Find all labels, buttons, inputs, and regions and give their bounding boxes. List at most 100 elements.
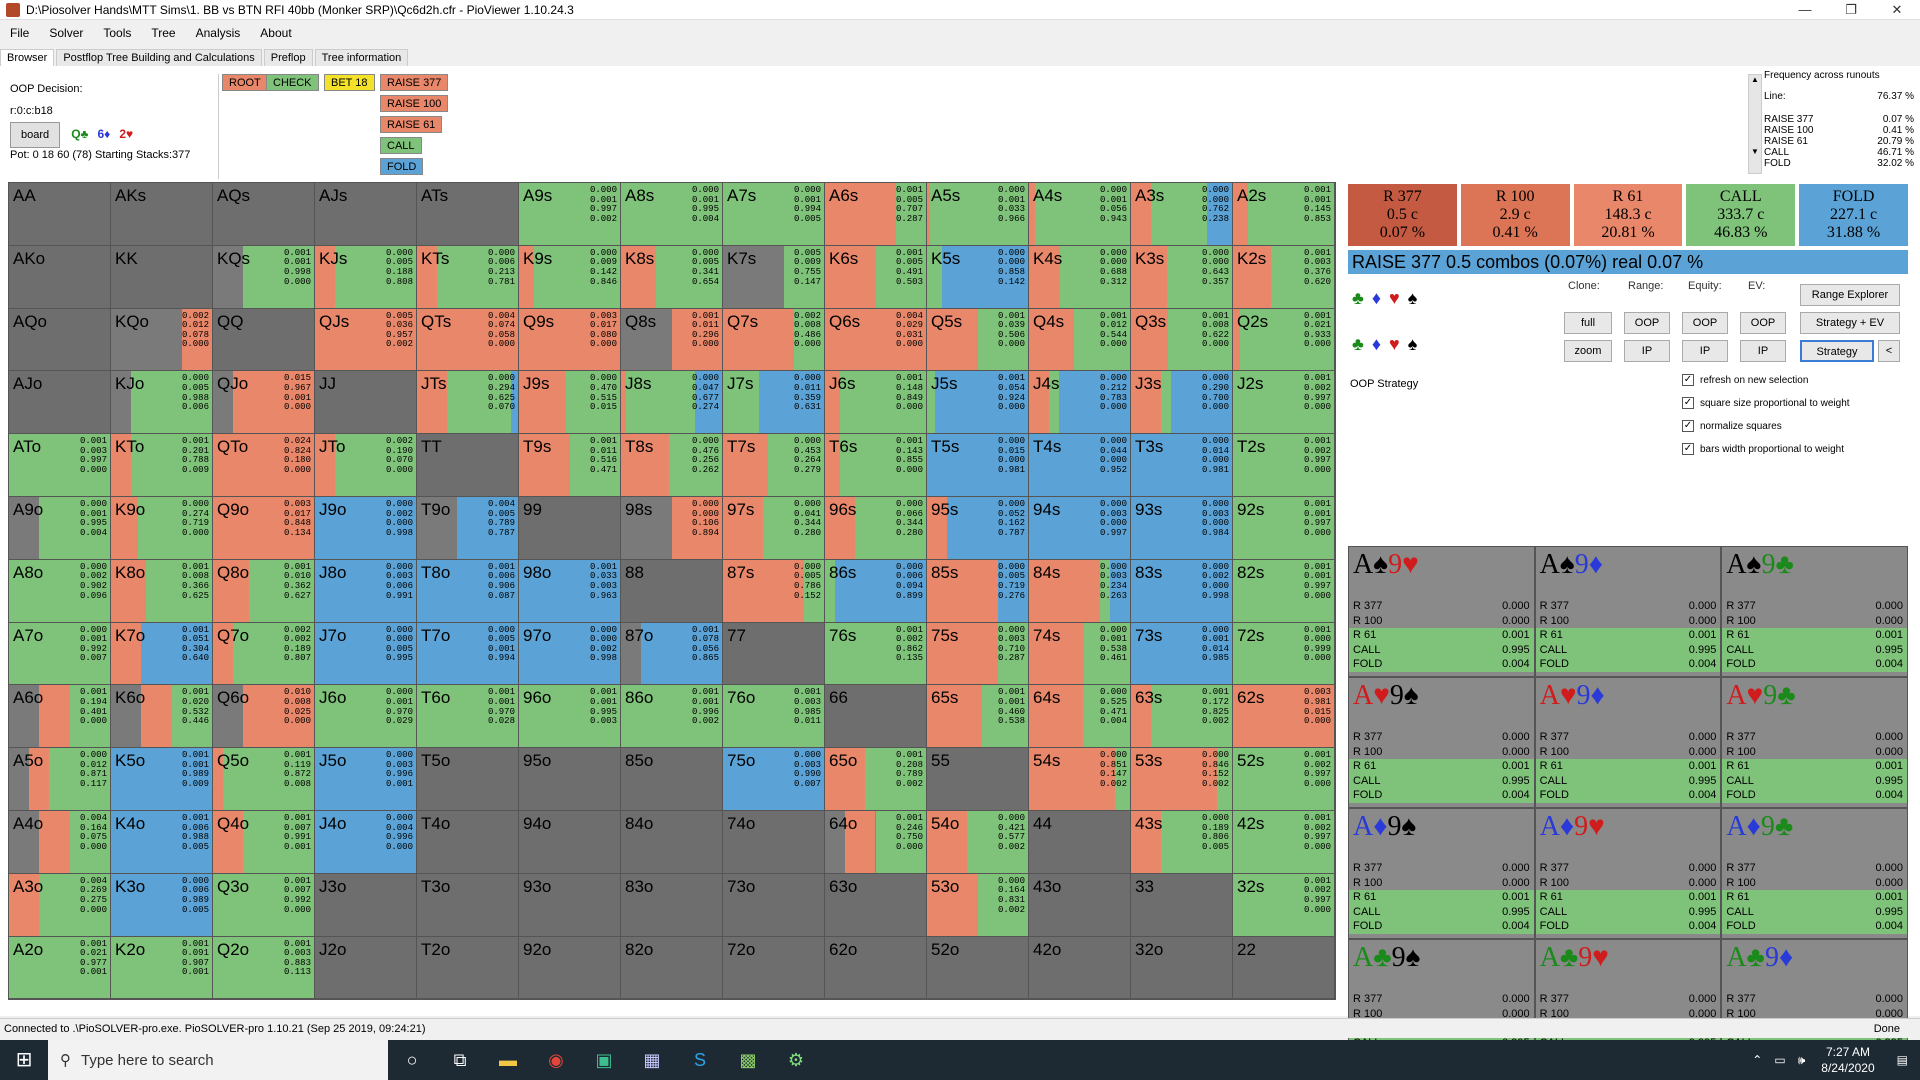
hand-cell-T8s[interactable]: 0.000 0.476 0.256 0.262 T8s (621, 434, 723, 497)
hand-cell-Q6s[interactable]: 0.004 0.029 0.031 0.000 Q6s (825, 308, 927, 372)
hand-cell-87s[interactable]: 0.000 0.005 0.786 0.152 87s (723, 559, 825, 623)
hand-cell-J8s[interactable]: 0.000 0.047 0.677 0.274 J8s (621, 371, 723, 435)
skype-icon[interactable]: S (693, 1049, 706, 1070)
hand-cell-ATs[interactable]: ATs (417, 183, 519, 246)
hand-cell-A5s[interactable]: 0.000 0.001 0.033 0.966 A5s (927, 183, 1029, 246)
hand-cell-Q3s[interactable]: 0.001 0.008 0.622 0.000 Q3s (1131, 308, 1233, 372)
hand-cell-T4s[interactable]: 0.000 0.044 0.000 0.952 T4s (1029, 434, 1131, 497)
heart-icon[interactable]: ♥ (1389, 334, 1400, 354)
hand-cell-A6o[interactable]: 0.001 0.194 0.401 0.000 A6o (9, 685, 111, 749)
hand-cell-32s[interactable]: 0.001 0.002 0.997 0.000 32s (1233, 873, 1335, 937)
hand-cell-T3s[interactable]: 0.000 0.014 0.000 0.981 T3s (1131, 434, 1233, 497)
hand-cell-Q4o[interactable]: 0.001 0.007 0.991 0.001 Q4o (213, 810, 315, 874)
tree-option-raise-61[interactable]: RAISE 61 (380, 116, 443, 133)
strategy-ev-button[interactable]: Strategy + EV (1800, 312, 1900, 334)
collapse-button[interactable]: < (1878, 340, 1900, 362)
checkbox-bars-width[interactable]: ✓ bars width proportional to weight (1682, 443, 1844, 455)
hand-cell-T6o[interactable]: 0.001 0.001 0.970 0.028 T6o (417, 685, 519, 749)
hand-cell-64s[interactable]: 0.000 0.525 0.471 0.004 64s (1029, 685, 1131, 749)
hand-cell-92s[interactable]: 0.001 0.001 0.997 0.000 92s (1233, 496, 1335, 560)
hand-cell-J4s[interactable]: 0.000 0.212 0.783 0.000 J4s (1029, 371, 1131, 435)
combo-card[interactable]: A♦9♣ R 377 0.000 R 100 0.000 R 61 0.001 CALL 0.9… (1722, 809, 1907, 938)
hand-cell-65s[interactable]: 0.001 0.001 0.460 0.538 65s (927, 685, 1029, 749)
hand-cell-KJs[interactable]: 0.000 0.005 0.188 0.808 KJs (315, 245, 417, 309)
hand-cell-65o[interactable]: 0.001 0.208 0.789 0.002 65o (825, 748, 927, 811)
windows-start-icon[interactable]: ⊞ (15, 1049, 33, 1071)
hand-cell-K9o[interactable]: 0.000 0.274 0.719 0.000 K9o (111, 496, 213, 560)
hand-cell-AQs[interactable]: AQs (213, 183, 315, 246)
hand-cell-86o[interactable]: 0.001 0.001 0.996 0.002 86o (621, 685, 723, 749)
hand-cell-52o[interactable]: 52o (927, 936, 1029, 1000)
hand-cell-QJo[interactable]: 0.015 0.967 0.001 0.000 QJo (213, 371, 315, 435)
hand-cell-85o[interactable]: 85o (621, 748, 723, 811)
hand-cell-KTo[interactable]: 0.001 0.201 0.788 0.009 KTo (111, 434, 213, 497)
hand-cell-KQs[interactable]: 0.001 0.001 0.998 0.000 KQs (213, 245, 315, 309)
hand-cell-62s[interactable]: 0.003 0.981 0.015 0.000 62s (1233, 685, 1335, 749)
ev-oop-button[interactable]: OOP (1740, 312, 1786, 334)
hand-cell-AQo[interactable]: AQo (9, 308, 111, 372)
hand-cell-JTo[interactable]: 0.002 0.190 0.070 0.000 JTo (315, 434, 417, 497)
tree-root-button[interactable]: Root (222, 74, 268, 91)
hand-cell-42s[interactable]: 0.001 0.002 0.997 0.000 42s (1233, 810, 1335, 874)
tree-option-call[interactable]: CALL (380, 137, 422, 154)
zoom-button[interactable]: zoom (1564, 340, 1612, 362)
hand-cell-T5s[interactable]: 0.000 0.015 0.000 0.981 T5s (927, 434, 1029, 497)
hand-cell-A8o[interactable]: 0.000 0.002 0.902 0.096 A8o (9, 559, 111, 623)
combo-card[interactable]: A♥9♣ R 377 0.000 R 100 0.000 R 61 0.001 CALL 0.9… (1722, 678, 1907, 807)
hand-cell-82o[interactable]: 82o (621, 936, 723, 1000)
tree-option-raise-100[interactable]: RAISE 100 (380, 95, 449, 112)
menu-tools[interactable]: Tools (103, 26, 132, 40)
combo-card[interactable]: A♥9♦ R 377 0.000 R 100 0.000 R 61 0.001 CALL 0.9… (1535, 678, 1721, 807)
hand-cell-K8s[interactable]: 0.000 0.005 0.341 0.654 K8s (621, 245, 723, 309)
combo-card[interactable]: A♥9♠ R 377 0.000 R 100 0.000 R 61 0.001 CALL 0.9… (1349, 678, 1534, 807)
checkbox-square-size[interactable]: ✓ square size proportional to weight (1682, 397, 1850, 409)
hand-cell-QTs[interactable]: 0.004 0.074 0.058 0.000 QTs (417, 308, 519, 372)
hand-cell-AJs[interactable]: AJs (315, 183, 417, 246)
hand-cell-J4o[interactable]: 0.000 0.004 0.996 0.000 J4o (315, 810, 417, 874)
hand-cell-AJo[interactable]: AJo (9, 371, 111, 435)
hand-cell-QQ[interactable]: QQ (213, 308, 315, 372)
hand-cell-A8s[interactable]: 0.000 0.001 0.995 0.004 A8s (621, 183, 723, 246)
hand-cell-72s[interactable]: 0.001 0.000 0.999 0.000 72s (1233, 622, 1335, 686)
hand-cell-J2s[interactable]: 0.001 0.002 0.997 0.000 J2s (1233, 371, 1335, 435)
hand-cell-94o[interactable]: 94o (519, 810, 621, 874)
combo-card[interactable]: A♠9♦ R 377 0.000 R 100 0.000 R 61 0.001 CALL 0.9… (1535, 547, 1721, 676)
hand-cell-T2o[interactable]: T2o (417, 936, 519, 1000)
hand-cell-Q5s[interactable]: 0.001 0.039 0.506 0.000 Q5s (927, 308, 1029, 372)
diamond-icon[interactable]: ♦ (1371, 288, 1381, 308)
combo-card[interactable]: A♦9♠ R 377 0.000 R 100 0.000 R 61 0.001 CALL 0.9… (1349, 809, 1534, 938)
hand-cell-98o[interactable]: 0.001 0.033 0.003 0.963 98o (519, 559, 621, 623)
volume-icon[interactable]: 🕪 (1797, 1052, 1806, 1067)
tab-postflop-tree[interactable]: Postflop Tree Building and Calculations (56, 49, 262, 66)
hand-cell-T2s[interactable]: 0.001 0.002 0.997 0.000 T2s (1233, 434, 1335, 497)
hand-cell-JTs[interactable]: 0.000 0.294 0.625 0.070 JTs (417, 371, 519, 435)
minimize-button[interactable]: — (1798, 2, 1812, 17)
hand-cell-54s[interactable]: 0.000 0.851 0.147 0.002 54s (1029, 748, 1131, 811)
hand-cell-Q4s[interactable]: 0.001 0.012 0.544 0.000 Q4s (1029, 308, 1131, 372)
hand-cell-A3o[interactable]: 0.004 0.269 0.275 0.000 A3o (9, 873, 111, 937)
strategy-button[interactable]: Strategy (1800, 340, 1874, 362)
hand-cell-95s[interactable]: 0.000 0.052 0.162 0.787 95s (927, 496, 1029, 560)
hand-cell-T6s[interactable]: 0.001 0.143 0.855 0.000 T6s (825, 434, 927, 497)
hand-cell-42o[interactable]: 42o (1029, 936, 1131, 1000)
hand-cell-85s[interactable]: 0.000 0.005 0.719 0.276 85s (927, 559, 1029, 623)
hand-cell-A6s[interactable]: 0.001 0.005 0.707 0.287 A6s (825, 183, 927, 246)
hand-cell-K8o[interactable]: 0.001 0.008 0.366 0.625 K8o (111, 559, 213, 623)
hand-cell-64o[interactable]: 0.001 0.246 0.750 0.000 64o (825, 810, 927, 874)
tab-tree-information[interactable]: Tree information (314, 49, 409, 66)
hand-cell-K5s[interactable]: 0.000 0.000 0.858 0.142 K5s (927, 245, 1029, 309)
hand-cell-84o[interactable]: 84o (621, 810, 723, 874)
hand-cell-Q2s[interactable]: 0.001 0.021 0.933 0.000 Q2s (1233, 308, 1335, 372)
hand-cell-QTo[interactable]: 0.024 0.824 0.180 0.000 QTo (213, 434, 315, 497)
hand-cell-96o[interactable]: 0.001 0.001 0.995 0.003 96o (519, 685, 621, 749)
menu-analysis[interactable]: Analysis (195, 26, 241, 40)
hand-cell-62o[interactable]: 62o (825, 936, 927, 1000)
hand-cell-K3o[interactable]: 0.000 0.006 0.989 0.005 K3o (111, 873, 213, 937)
hand-cell-J2o[interactable]: J2o (315, 936, 417, 1000)
combo-card[interactable]: A♦9♥ R 377 0.000 R 100 0.000 R 61 0.001 CALL 0.9… (1535, 809, 1721, 938)
hand-cell-Q9o[interactable]: 0.003 0.017 0.848 0.134 Q9o (213, 496, 315, 560)
club-icon[interactable]: ♣ (1352, 288, 1364, 308)
tree-option-raise-377[interactable]: RAISE 377 (380, 74, 449, 91)
hand-cell-A7s[interactable]: 0.000 0.001 0.994 0.005 A7s (723, 183, 825, 246)
chrome-icon[interactable]: ◉ (548, 1049, 564, 1070)
